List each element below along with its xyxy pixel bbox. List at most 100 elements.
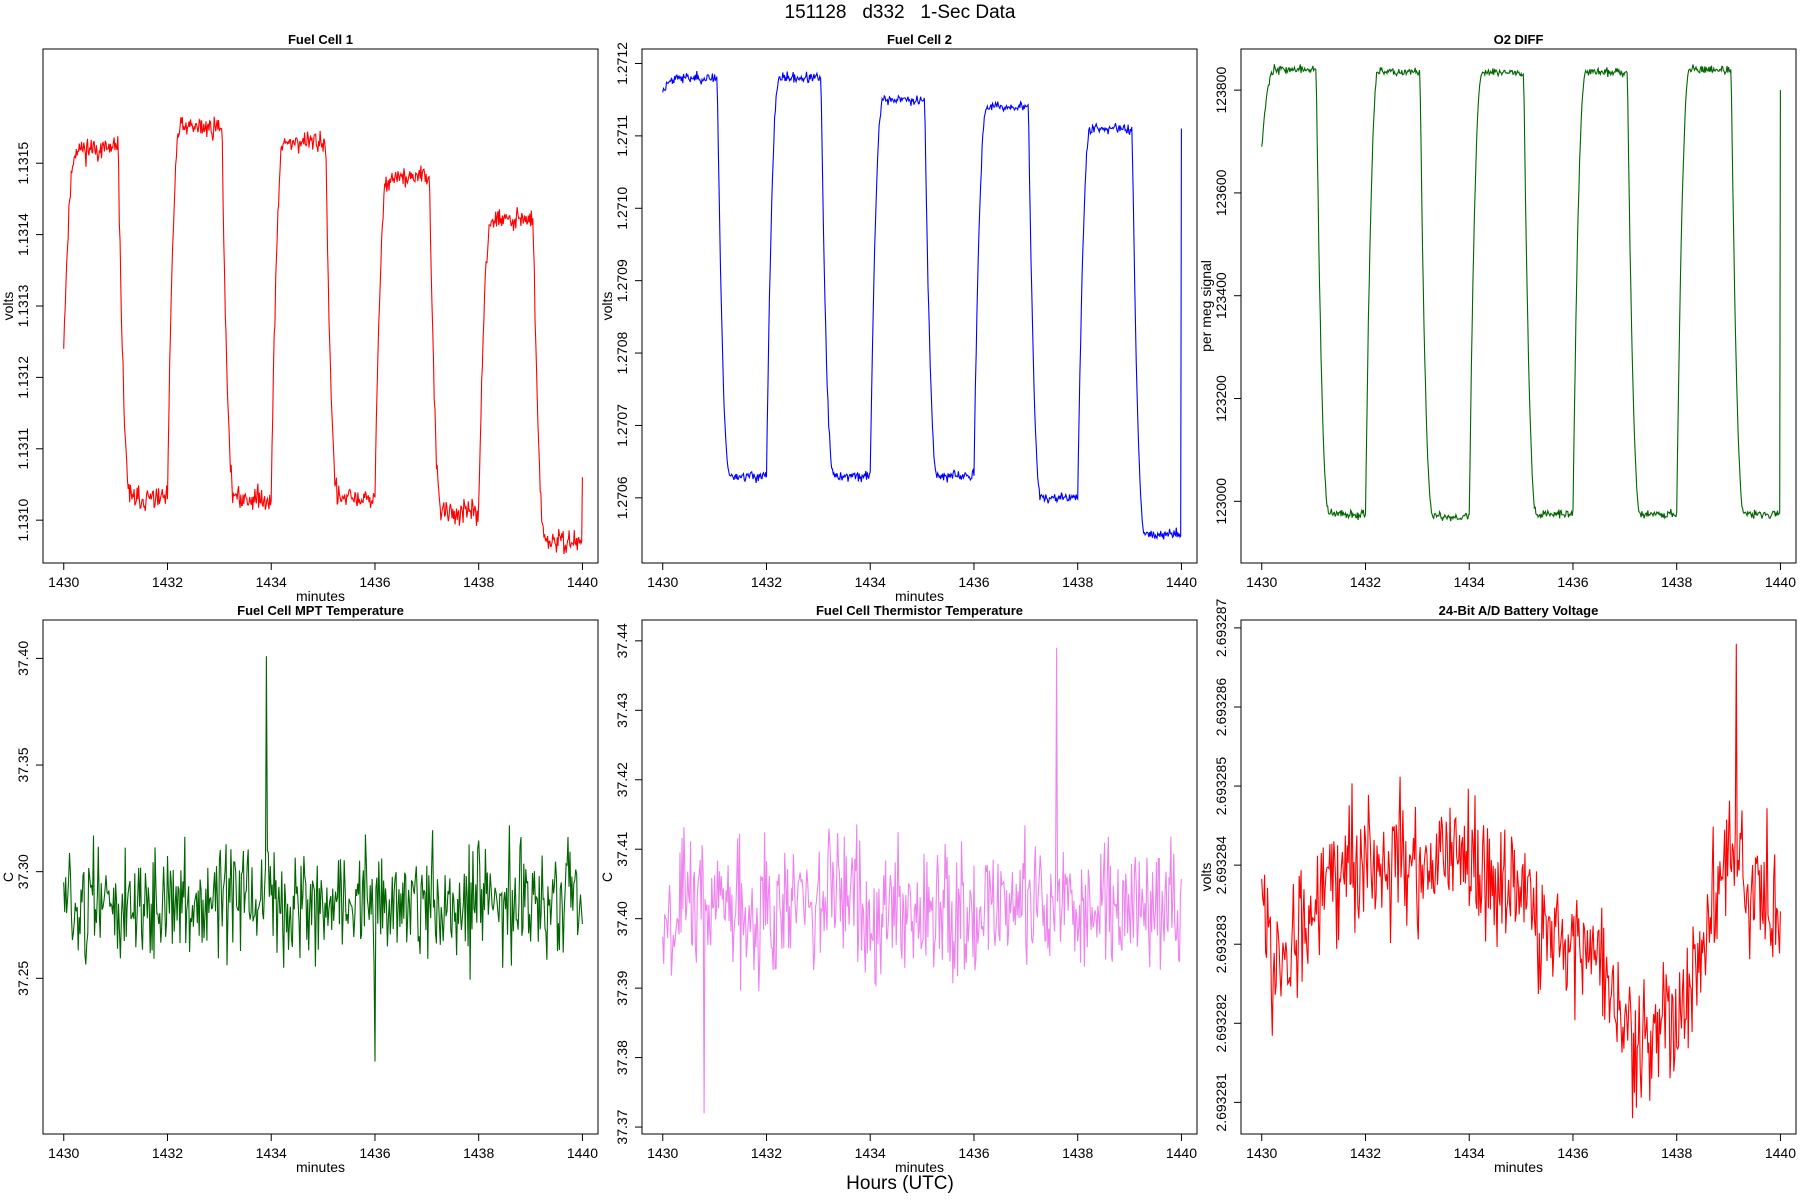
y-tick-label: 37.37 (614, 1109, 630, 1144)
x-tick-label: 1434 (1454, 1145, 1485, 1161)
x-tick-label: 1432 (152, 1145, 183, 1161)
y-tick-label: 1.1315 (15, 142, 31, 185)
chart-o2-diff: O2 DIFF 1430 1432 1434 1436 1438 1440 123000 123… (1198, 32, 1797, 590)
y-tick-label: 1.2709 (614, 259, 630, 302)
x-tick-label: 1434 (855, 574, 886, 590)
x-tick-label: 1434 (256, 1145, 287, 1161)
chart-battery-voltage: 24-Bit A/D Battery Voltage 1430 1432 1434 14… (1198, 599, 1797, 1175)
y-tick-label: 123600 (1213, 169, 1229, 216)
x-tick-label: 1430 (647, 574, 678, 590)
y-tick-label: 1.2712 (614, 42, 630, 85)
plot-frame (42, 48, 599, 564)
x-tick-label: 1440 (567, 574, 598, 590)
y-tick-label: 37.39 (614, 970, 630, 1005)
data-series-line (63, 656, 583, 1062)
data-series-line (662, 71, 1182, 540)
y-tick-label: 1.1313 (15, 284, 31, 327)
chart-title: O2 DIFF (1494, 32, 1544, 47)
x-tick-label: 1440 (1166, 1145, 1197, 1161)
data-series-line (662, 647, 1182, 1114)
x-tick-label: 1440 (1765, 1145, 1796, 1161)
x-tick-label: 1438 (1062, 574, 1093, 590)
y-axis-label: volts (0, 292, 16, 321)
x-axis-label: minutes (296, 588, 345, 604)
y-tick-label: 37.44 (614, 623, 630, 658)
data-series-line (1261, 643, 1781, 1119)
y-tick-label: 1.1314 (15, 213, 31, 256)
data-series-line (1261, 64, 1781, 522)
x-tick-label: 1434 (855, 1145, 886, 1161)
y-tick-label: 1.2706 (614, 476, 630, 519)
y-tick-label: 123800 (1213, 67, 1229, 114)
x-axis-label: minutes (895, 588, 944, 604)
x-tick-label: 1440 (1765, 574, 1796, 590)
y-axis-label: C (0, 872, 16, 882)
plot-frame (641, 619, 1198, 1135)
y-tick-label: 123200 (1213, 375, 1229, 422)
y-axis-label: volts (599, 292, 615, 321)
plot-frame (1240, 48, 1797, 564)
y-tick-label: 37.42 (614, 762, 630, 797)
y-tick-label: 1.1312 (15, 356, 31, 399)
y-tick-label: 37.43 (614, 693, 630, 728)
x-tick-label: 1430 (1246, 574, 1277, 590)
x-tick-label: 1436 (1557, 574, 1588, 590)
chart-title: Fuel Cell 1 (288, 32, 353, 47)
x-axis-footer-label: Hours (UTC) (846, 1173, 954, 1194)
y-axis-label: per meg signal (1198, 260, 1214, 352)
y-tick-label: 123400 (1213, 272, 1229, 319)
chart-fuel-cell-mpt-temperature: Fuel Cell MPT Temperature 1430 1432 1434 143… (0, 603, 599, 1175)
chart-title: Fuel Cell 2 (887, 32, 952, 47)
x-axis-label: minutes (296, 1159, 345, 1175)
y-tick-label: 1.1310 (15, 499, 31, 542)
figure-title: 151128 d332 1-Sec Data (784, 2, 1016, 23)
y-tick-label: 1.1311 (15, 428, 31, 470)
y-tick-label: 2.693286 (1213, 678, 1229, 737)
x-tick-label: 1440 (567, 1145, 598, 1161)
y-tick-label: 37.40 (614, 901, 630, 936)
y-tick-label: 2.693283 (1213, 915, 1229, 974)
x-tick-label: 1438 (463, 574, 494, 590)
y-tick-label: 2.693281 (1213, 1073, 1229, 1132)
x-axis-label: minutes (895, 1159, 944, 1175)
x-tick-label: 1434 (256, 574, 287, 590)
y-tick-label: 37.41 (614, 831, 630, 866)
x-tick-label: 1438 (463, 1145, 494, 1161)
x-axis-label: minutes (1494, 1159, 1543, 1175)
plot-frame (42, 619, 599, 1135)
y-tick-label: 2.693284 (1213, 836, 1229, 895)
x-tick-label: 1438 (1661, 574, 1692, 590)
x-tick-label: 1432 (1350, 574, 1381, 590)
y-tick-label: 37.40 (15, 641, 31, 676)
y-tick-label: 1.2708 (614, 331, 630, 374)
x-tick-label: 1434 (1454, 574, 1485, 590)
x-tick-label: 1430 (1246, 1145, 1277, 1161)
chart-title: 24-Bit A/D Battery Voltage (1439, 603, 1599, 618)
x-tick-label: 1432 (152, 574, 183, 590)
x-tick-label: 1436 (359, 574, 390, 590)
y-tick-label: 37.35 (15, 747, 31, 782)
y-tick-label: 37.25 (15, 961, 31, 996)
plot-frame (1240, 619, 1797, 1135)
chart-fuel-cell-1: Fuel Cell 1 1430 1432 1434 1436 1438 1440 minut… (0, 32, 599, 604)
chart-fuel-cell-2: Fuel Cell 2 1430 1432 1434 1436 1438 1440 minut… (599, 32, 1198, 604)
y-tick-label: 123000 (1213, 478, 1229, 525)
y-tick-label: 1.2711 (614, 115, 630, 157)
x-tick-label: 1432 (751, 1145, 782, 1161)
x-tick-label: 1440 (1166, 574, 1197, 590)
x-tick-label: 1430 (647, 1145, 678, 1161)
y-tick-label: 2.693282 (1213, 994, 1229, 1053)
x-tick-label: 1430 (48, 1145, 79, 1161)
y-tick-label: 1.2710 (614, 187, 630, 230)
x-tick-label: 1436 (1557, 1145, 1588, 1161)
x-tick-label: 1430 (48, 574, 79, 590)
y-tick-label: 2.693285 (1213, 757, 1229, 816)
y-tick-label: 37.30 (15, 854, 31, 889)
chart-title: Fuel Cell MPT Temperature (237, 603, 404, 618)
x-tick-label: 1436 (359, 1145, 390, 1161)
y-tick-label: 2.693287 (1213, 599, 1229, 658)
x-tick-label: 1432 (1350, 1145, 1381, 1161)
y-tick-label: 37.38 (614, 1040, 630, 1075)
x-tick-label: 1438 (1062, 1145, 1093, 1161)
y-axis-label: C (599, 872, 615, 882)
